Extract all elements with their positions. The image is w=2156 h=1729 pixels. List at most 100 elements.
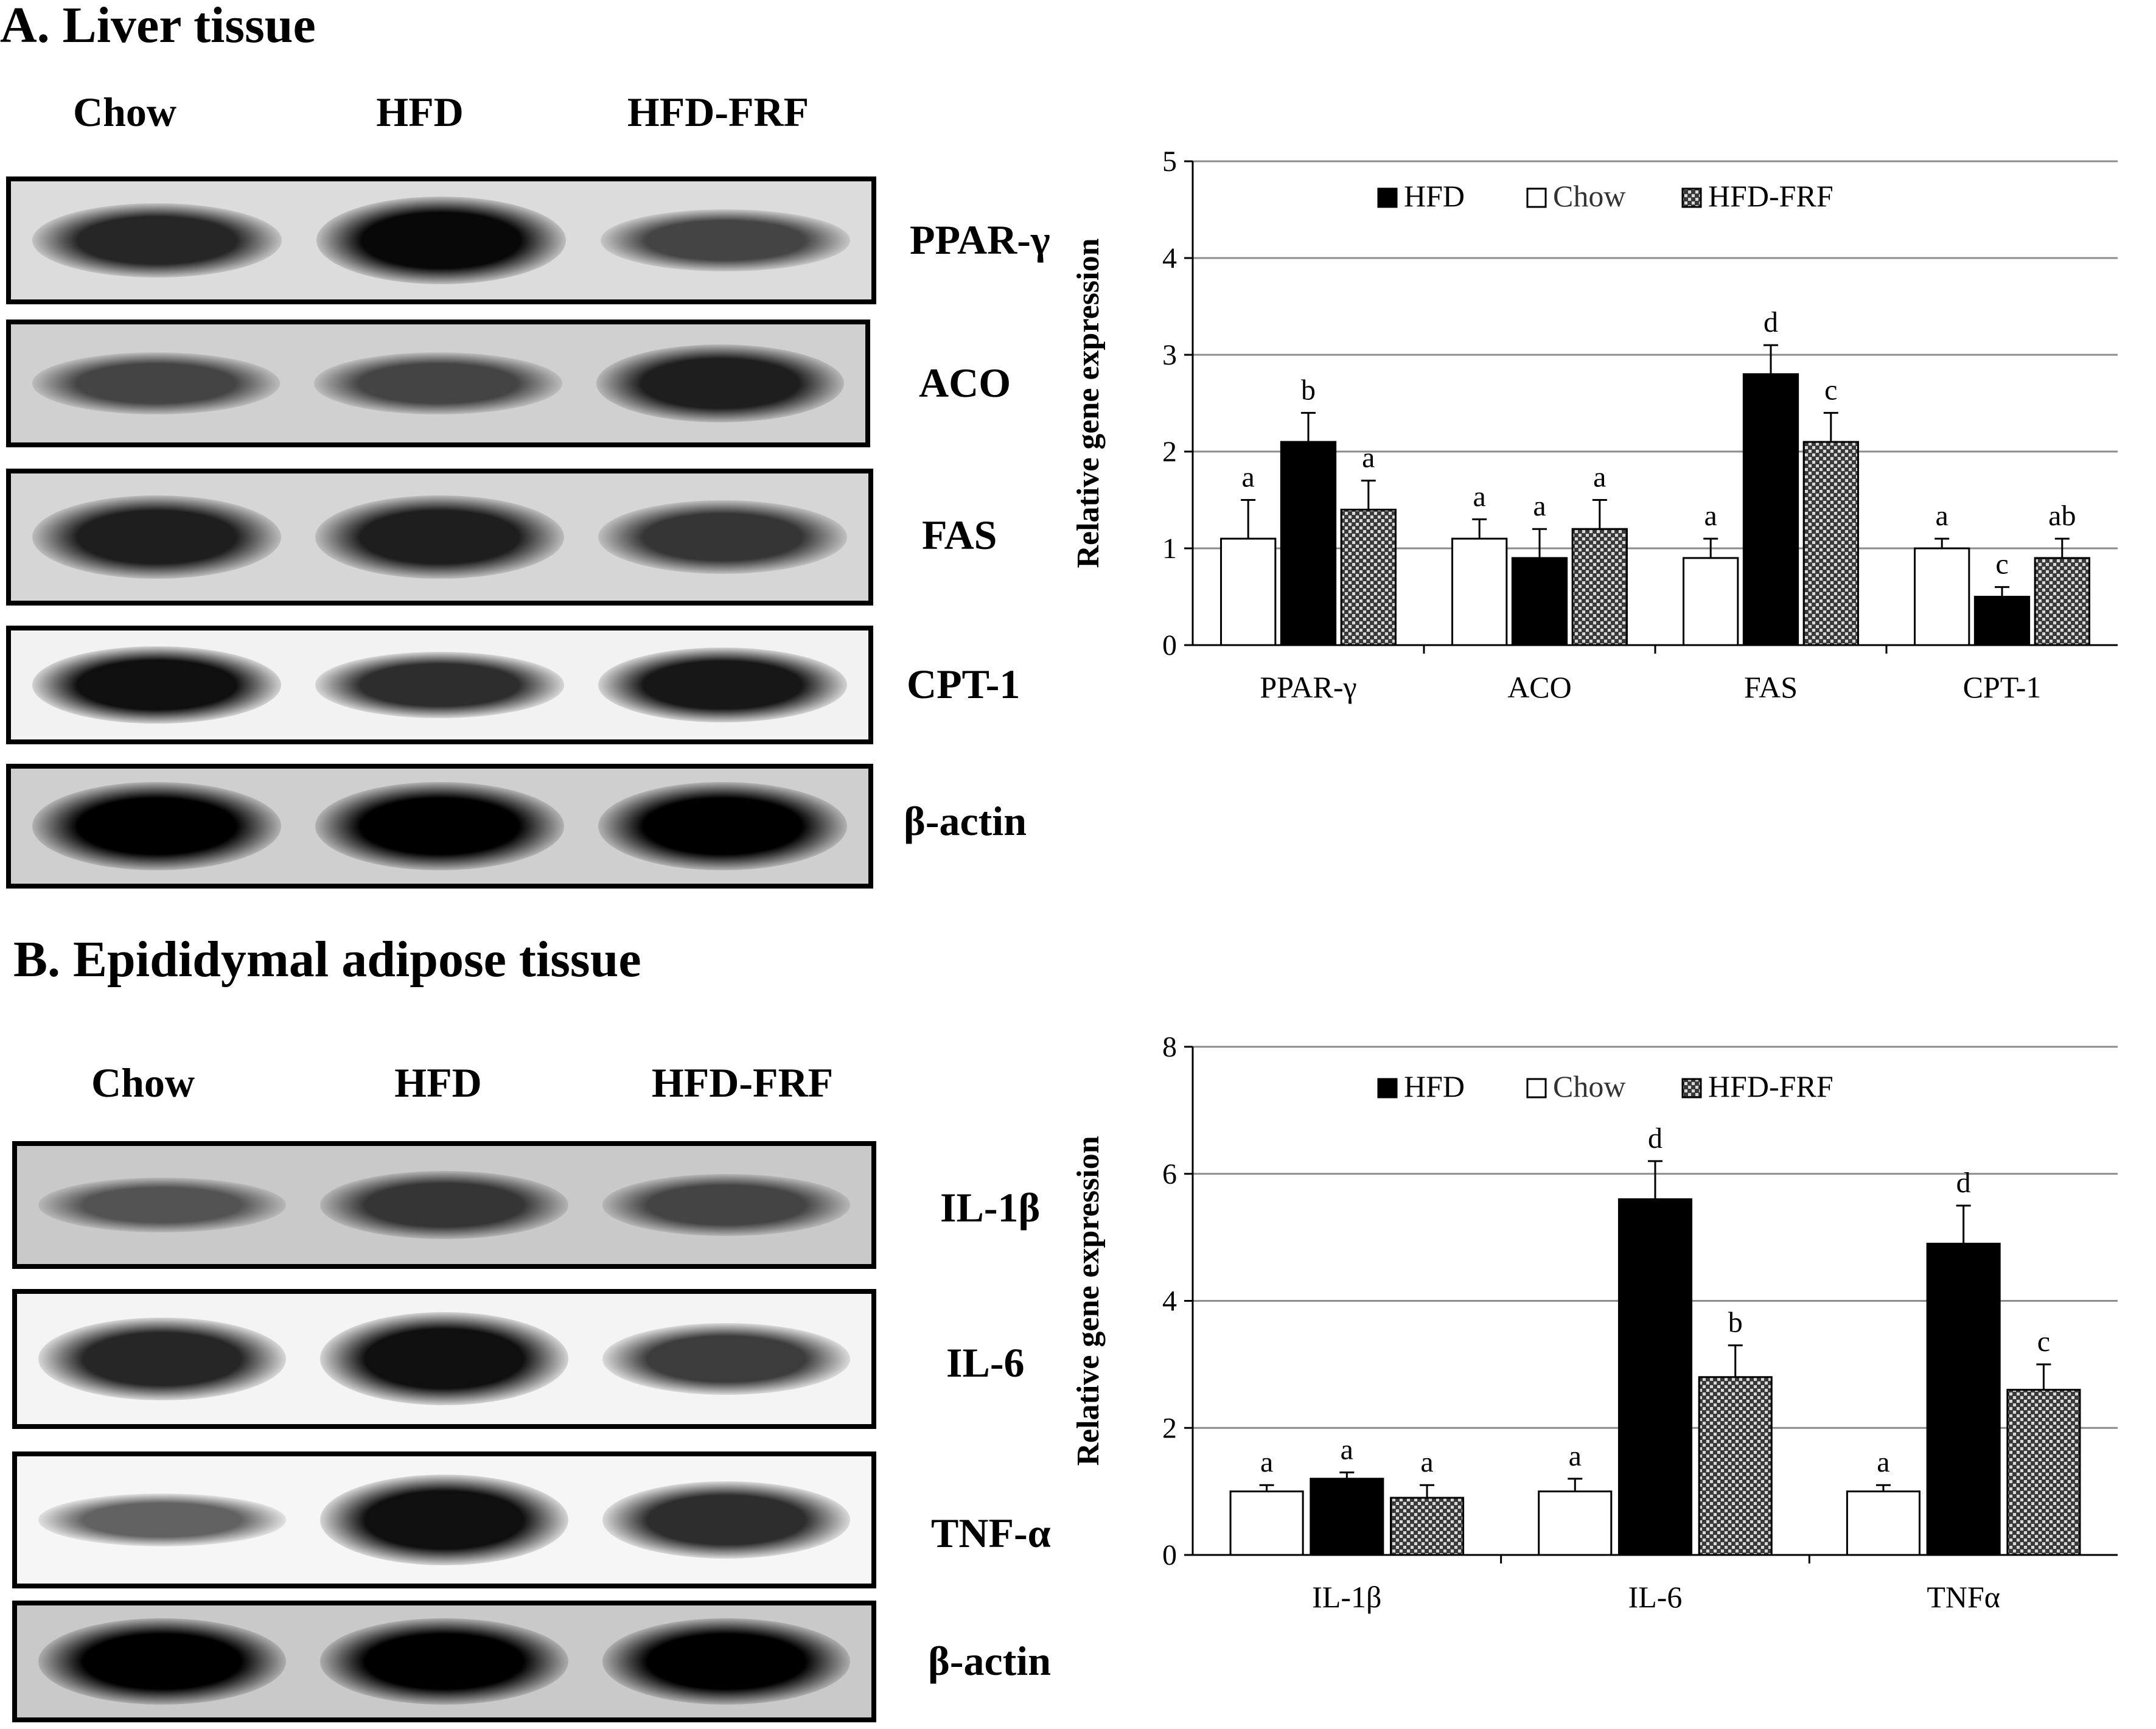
blot-row-cpt-1 — [6, 626, 873, 744]
blot-band — [600, 209, 850, 271]
blot-band — [320, 1312, 568, 1406]
blot-band — [315, 495, 564, 579]
bar — [1451, 537, 1508, 646]
bar — [1280, 441, 1337, 646]
significance-letter: ab — [2048, 500, 2076, 532]
bar — [1340, 508, 1397, 646]
protein-label-fas: FAS — [922, 512, 997, 558]
bar — [1683, 557, 1739, 646]
significance-letter: a — [1260, 1446, 1273, 1478]
blot-row-beta-actin-b — [12, 1601, 876, 1722]
legend-swatch — [1526, 1078, 1547, 1099]
legend-swatch — [1377, 1078, 1398, 1099]
protein-label-aco: ACO — [919, 360, 1011, 406]
bar — [1511, 557, 1568, 646]
blot-band — [315, 652, 564, 718]
legend-swatch — [1377, 187, 1398, 208]
lane-label-hfd-frf-b: HFD-FRF — [651, 1060, 834, 1106]
legend-label: HFD — [1404, 179, 1465, 213]
significance-letter: c — [1824, 374, 1837, 406]
bar — [1973, 596, 2031, 646]
blot-band — [38, 1618, 287, 1705]
bar — [2034, 557, 2090, 646]
protein-label-ppar-gamma: PPAR-γ — [910, 217, 1050, 263]
significance-letter: d — [1956, 1167, 1971, 1199]
protein-label-beta-actin-a: β-actin — [904, 798, 1027, 844]
bar — [1390, 1497, 1465, 1556]
bar — [1571, 528, 1628, 646]
blot-band — [316, 196, 567, 284]
bar-chart-b: 0 2 4 6 8 Relative gene expression IL-1β a a a IL-… — [1071, 1031, 2118, 1614]
blot-band — [320, 1474, 568, 1566]
blot-band — [602, 1174, 850, 1236]
significance-letter: a — [1704, 500, 1717, 532]
x-tick-label: TNFα — [1927, 1580, 2000, 1614]
lane-label-hfd-frf: HFD-FRF — [627, 89, 809, 135]
significance-letter: a — [1341, 1433, 1353, 1465]
legend-label: Chow — [1553, 179, 1625, 213]
blot-band — [602, 1618, 850, 1705]
x-tick-label: IL-6 — [1628, 1580, 1683, 1614]
blot-row-tnf-alpha — [12, 1451, 876, 1588]
significance-letter: d — [1648, 1122, 1662, 1154]
blot-band — [602, 1323, 850, 1395]
blot-band — [314, 352, 562, 414]
blot-band — [32, 495, 281, 579]
bar — [1220, 537, 1277, 646]
significance-letter: a — [1473, 480, 1486, 512]
y-tick-label: 2 — [1162, 436, 1177, 468]
blot-band — [598, 500, 847, 574]
bar — [1617, 1198, 1693, 1556]
y-tick-label: 0 — [1162, 1539, 1177, 1571]
bar — [1846, 1490, 1921, 1556]
lane-label-chow-b: Chow — [91, 1060, 195, 1106]
x-tick-label: ACO — [1507, 670, 1572, 704]
bar — [1742, 373, 1799, 646]
significance-letter: a — [1533, 490, 1546, 522]
bar — [1926, 1243, 2001, 1556]
blot-row-il-6 — [12, 1289, 876, 1429]
protein-label-il-1-beta: IL-1β — [940, 1184, 1041, 1231]
blot-band — [32, 352, 281, 414]
y-tick-label: 5 — [1162, 145, 1177, 178]
bar — [2006, 1389, 2081, 1556]
significance-letter: a — [1420, 1446, 1433, 1478]
x-tick-label: FAS — [1744, 670, 1798, 704]
blot-band — [38, 1318, 287, 1400]
y-tick-label: 2 — [1162, 1412, 1177, 1444]
lane-label-hfd: HFD — [376, 89, 464, 135]
x-tick-label: CPT-1 — [1963, 670, 2042, 704]
y-tick-label: 1 — [1162, 533, 1177, 565]
y-tick-label: 0 — [1162, 629, 1177, 662]
significance-letter: a — [1362, 442, 1375, 474]
x-tick-label: IL-1β — [1312, 1580, 1381, 1614]
y-tick-label: 6 — [1162, 1158, 1177, 1190]
blot-band — [596, 344, 844, 422]
y-axis-label: Relative gene expression — [1071, 238, 1106, 568]
blot-band — [32, 203, 282, 278]
x-tick-label: PPAR-γ — [1260, 670, 1356, 704]
bar — [1698, 1376, 1773, 1556]
significance-letter: a — [1877, 1446, 1889, 1478]
legend-swatch — [1526, 187, 1547, 208]
protein-label-cpt-1: CPT-1 — [907, 661, 1020, 707]
blot-band — [602, 1481, 850, 1559]
protein-label-il-6: IL-6 — [946, 1340, 1025, 1386]
blot-band — [32, 781, 281, 871]
legend-swatch — [1681, 187, 1702, 208]
significance-letter: a — [1569, 1440, 1582, 1472]
y-tick-label: 8 — [1162, 1031, 1177, 1063]
legend-label: HFD-FRF — [1708, 1069, 1833, 1103]
lane-label-hfd-b: HFD — [394, 1060, 482, 1106]
blot-row-beta-actin-a — [6, 764, 873, 889]
panel-b-title: B. Epididymal adipose tissue — [13, 931, 641, 988]
bar — [1538, 1490, 1613, 1556]
blot-band — [38, 1493, 287, 1546]
blot-row-fas — [6, 469, 873, 606]
blot-band — [320, 1618, 568, 1705]
protein-label-tnf-alpha: TNF-α — [931, 1510, 1051, 1556]
bar — [1229, 1490, 1304, 1556]
blot-band — [32, 646, 281, 724]
blot-band — [598, 781, 847, 871]
